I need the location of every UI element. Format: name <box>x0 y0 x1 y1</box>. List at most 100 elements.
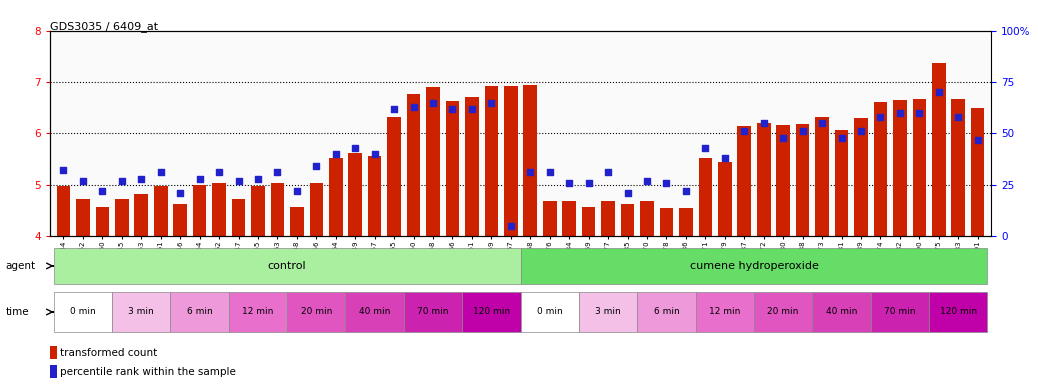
Bar <box>154 186 167 236</box>
Text: 0 min: 0 min <box>537 308 563 316</box>
Bar <box>95 207 109 236</box>
Text: 6 min: 6 min <box>187 308 213 316</box>
Text: 3 min: 3 min <box>595 308 621 316</box>
Bar <box>637 292 695 332</box>
Point <box>736 128 753 134</box>
Point <box>678 188 694 194</box>
Bar <box>329 158 343 236</box>
Bar <box>115 199 129 236</box>
Bar <box>50 365 57 378</box>
Bar <box>271 183 284 236</box>
Bar <box>932 63 946 236</box>
Point <box>542 169 558 175</box>
Text: 70 min: 70 min <box>884 308 916 316</box>
Bar <box>952 99 965 236</box>
Point <box>347 145 363 151</box>
Bar <box>563 201 576 236</box>
Point <box>814 120 830 126</box>
Point <box>950 114 966 120</box>
Point <box>834 134 850 141</box>
Bar <box>854 118 868 236</box>
Point <box>211 169 227 175</box>
Point <box>230 178 247 184</box>
Text: time: time <box>5 307 29 317</box>
Bar <box>796 124 810 236</box>
Point <box>366 151 383 157</box>
Text: control: control <box>268 261 306 271</box>
Point <box>716 155 733 161</box>
Bar <box>54 292 112 332</box>
Bar <box>288 292 346 332</box>
Point <box>191 175 208 182</box>
Bar <box>695 292 754 332</box>
Bar <box>407 94 420 236</box>
Point <box>794 128 811 134</box>
Bar <box>815 117 829 236</box>
Text: percentile rank within the sample: percentile rank within the sample <box>60 367 236 377</box>
Text: 120 min: 120 min <box>939 308 977 316</box>
Bar <box>754 292 813 332</box>
Bar <box>971 108 984 236</box>
Text: 70 min: 70 min <box>417 308 448 316</box>
Bar <box>193 185 207 236</box>
Bar <box>523 84 537 236</box>
Text: 12 min: 12 min <box>709 308 740 316</box>
Text: 6 min: 6 min <box>654 308 679 316</box>
Bar <box>290 207 304 236</box>
Bar <box>912 99 926 236</box>
Point <box>55 167 72 174</box>
Bar <box>231 199 245 236</box>
Text: transformed count: transformed count <box>60 348 158 358</box>
Text: GDS3035 / 6409_at: GDS3035 / 6409_at <box>50 21 158 32</box>
Point <box>444 106 461 112</box>
Point <box>756 120 772 126</box>
Point <box>464 106 481 112</box>
Bar <box>543 201 556 236</box>
Bar <box>718 162 732 236</box>
Point <box>153 169 169 175</box>
Point <box>113 178 130 184</box>
Bar <box>521 248 987 284</box>
Bar <box>679 208 692 236</box>
Text: agent: agent <box>5 261 35 271</box>
Bar <box>871 292 929 332</box>
Text: 20 min: 20 min <box>301 308 332 316</box>
Bar <box>404 292 462 332</box>
Point <box>969 137 986 143</box>
Bar <box>929 292 987 332</box>
Text: 12 min: 12 min <box>242 308 274 316</box>
Point <box>289 188 305 194</box>
Point <box>75 178 91 184</box>
Point <box>638 178 655 184</box>
Bar <box>212 183 226 236</box>
Bar <box>427 87 440 236</box>
Bar <box>757 123 770 236</box>
Bar <box>699 158 712 236</box>
Bar <box>621 204 634 236</box>
Bar <box>504 86 518 236</box>
Bar <box>50 346 57 359</box>
Point <box>522 169 539 175</box>
Bar <box>387 117 401 236</box>
Point <box>133 175 149 182</box>
Point <box>561 180 577 186</box>
Text: 40 min: 40 min <box>826 308 857 316</box>
Bar <box>309 183 323 236</box>
Bar <box>521 292 579 332</box>
Bar <box>835 130 848 236</box>
Bar <box>170 292 228 332</box>
Point <box>327 151 344 157</box>
Point <box>698 145 714 151</box>
Bar <box>349 153 362 236</box>
Bar <box>582 207 596 236</box>
Bar <box>813 292 871 332</box>
Bar <box>462 292 521 332</box>
Text: 0 min: 0 min <box>70 308 95 316</box>
Point <box>852 128 869 134</box>
Bar <box>601 201 614 236</box>
Point <box>483 99 499 106</box>
Text: 3 min: 3 min <box>129 308 154 316</box>
Bar <box>640 201 654 236</box>
Bar <box>112 292 170 332</box>
Point <box>94 188 111 194</box>
